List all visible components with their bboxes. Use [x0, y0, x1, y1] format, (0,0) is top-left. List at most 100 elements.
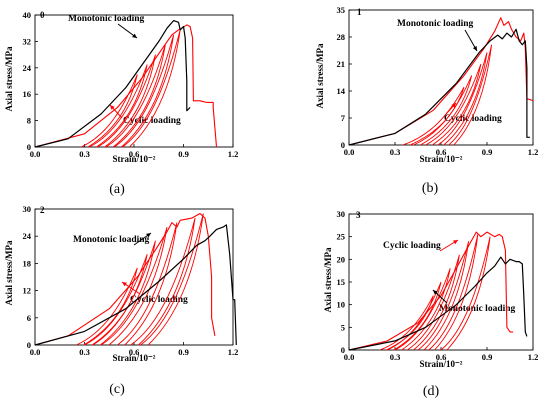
- cyclic-loop-d: [417, 241, 470, 351]
- monotonic-curve-b: [348, 28, 530, 146]
- y-axis-label-d: Axial stress/MPa: [323, 247, 333, 313]
- cyclic-loop-c: [130, 217, 196, 346]
- x-tick-label-c: 0.0: [30, 347, 41, 357]
- annotation-arrow-head: [433, 290, 438, 295]
- monotonic-curve-d: [348, 256, 528, 351]
- monotonic-curve-a: [34, 20, 191, 148]
- caption-a: (a): [109, 182, 125, 197]
- y-tick-label-c: 0: [27, 340, 31, 350]
- cyclic-loop-b: [425, 63, 482, 146]
- y-tick-label-d: 0: [341, 345, 345, 355]
- x-tick-label-c: 1.2: [228, 347, 239, 357]
- cyclic-loop-d: [440, 236, 491, 351]
- monotonic-curve-c: [34, 224, 237, 346]
- plot-b: 0.0 0.3 0.6 0.9 1.2 0 7 14 21 28 35: [337, 5, 539, 157]
- annotation-arrow-head: [132, 33, 137, 38]
- annotation-arrow-head: [472, 46, 477, 51]
- annotation-arrow-head: [146, 233, 151, 238]
- x-tick-label-c: 0.9: [178, 347, 189, 357]
- x-axis-label-b: Strain/10⁻²: [420, 154, 463, 164]
- x-tick-label-a: 0.3: [79, 149, 90, 159]
- y-tick-label-d: 30: [337, 209, 346, 219]
- x-tick-label-a: 1.2: [228, 149, 239, 159]
- x-axis-label-a: Strain/10⁻²: [113, 154, 156, 164]
- x-tick-label-b: 0.0: [344, 147, 355, 157]
- cyclic-loop-a: [81, 74, 138, 148]
- panel-id-d: 3: [356, 210, 361, 220]
- cyclic-loop-a: [113, 34, 175, 148]
- cyclic-loop-c: [117, 222, 178, 346]
- cyclic-loop-d: [387, 281, 442, 351]
- x-tick-label-d: 1.2: [528, 352, 539, 362]
- caption-b: (b): [422, 181, 439, 196]
- x-tick-label-b: 0.6: [436, 147, 447, 157]
- y-axis-label-b: Axial stress/MPa: [315, 43, 325, 109]
- y-tick-label-c: 24: [23, 231, 32, 241]
- cyclic-loop-c: [100, 227, 168, 346]
- annotation-arrow-head: [110, 105, 115, 110]
- y-tick-label-a: 16: [23, 89, 32, 99]
- y-tick-label-b: 7: [341, 113, 346, 123]
- y-tick-label-a: 24: [23, 63, 32, 73]
- x-tick-label-b: 1.2: [528, 147, 539, 157]
- cyclic-envelope-a: [34, 24, 218, 148]
- y-tick-label-b: 21: [337, 59, 346, 69]
- x-tick-label-b: 0.9: [482, 147, 493, 157]
- caption-d: (d): [423, 384, 440, 399]
- plot-a: 0.0 0.3 0.6 0.9 1.2 0 8 16 24 32 40: [23, 10, 239, 159]
- cyclic-envelope-d: [348, 231, 514, 351]
- cyclic-loop-c: [84, 254, 148, 346]
- y-tick-label-d: 10: [337, 300, 346, 310]
- y-tick-label-a: 0: [27, 142, 31, 152]
- plot-c: 0.0 0.3 0.6 0.9 1.2 0 6 12 18 24 30: [23, 204, 239, 357]
- plot-d: 0.0 0.3 0.6 0.9 1.2 0 5 10 15 20 25 30: [337, 209, 539, 362]
- y-tick-label-d: 20: [337, 254, 346, 264]
- panel-c: Axial stress/MPa Strain/10⁻² (c) 2 Monot…: [4, 205, 188, 397]
- y-tick-label-a: 40: [23, 10, 32, 20]
- y-tick-label-d: 25: [337, 232, 346, 242]
- panel-id-b: 1: [357, 7, 362, 17]
- cyclic-loop-c: [76, 267, 138, 346]
- cyclic-loop-d: [407, 254, 460, 351]
- x-tick-label-d: 0.9: [482, 352, 493, 362]
- panel-d: Axial stress/MPa Strain/10⁻² (d) 3 Cycli…: [323, 210, 516, 399]
- cyclic-loop-d: [428, 234, 479, 351]
- annotation-monotonic-c: Monotonic loading: [73, 235, 150, 245]
- y-tick-label-c: 6: [27, 313, 31, 323]
- x-axis-label-d: Strain/10⁻²: [420, 359, 463, 369]
- panel-id-c: 2: [40, 205, 45, 215]
- cyclic-loop-c: [92, 240, 156, 346]
- y-tick-label-c: 12: [23, 286, 32, 296]
- x-tick-label-a: 0.6: [129, 149, 140, 159]
- cyclic-loop-b: [437, 52, 488, 146]
- cyclic-loop-b: [448, 44, 493, 146]
- cyclic-envelope-b: [348, 17, 534, 146]
- y-tick-label-d: 5: [341, 322, 345, 332]
- annotation-monotonic-b: Monotonic loading: [397, 19, 474, 29]
- panel-b: Axial stress/MPa Strain/10⁻² (b) 1 Monot…: [315, 7, 502, 196]
- annotation-arrow-head: [453, 240, 458, 245]
- annotation-cyclic-d: Cyclic loading: [383, 241, 441, 251]
- caption-c: (c): [109, 382, 125, 397]
- y-tick-label-c: 30: [23, 204, 32, 214]
- x-tick-label-d: 0.6: [436, 352, 447, 362]
- cyclic-loop-d: [394, 268, 451, 351]
- cyclic-loop-b: [402, 86, 465, 146]
- annotation-cyclic-c: Cyclic loading: [130, 295, 188, 305]
- y-tick-label-d: 15: [337, 277, 346, 287]
- annotation-monotonic-d: Monotonic loading: [439, 304, 516, 314]
- x-axis-label-c: Strain/10⁻²: [113, 353, 156, 363]
- cyclic-envelope-c: [34, 212, 216, 346]
- y-tick-label-c: 18: [23, 258, 32, 268]
- annotation-monotonic-a: Monotonic loading: [68, 14, 145, 24]
- x-tick-label-b: 0.3: [390, 147, 401, 157]
- y-axis-label-c: Axial stress/MPa: [4, 240, 14, 306]
- annotation-cyclic-a: Cyclic loading: [123, 116, 181, 126]
- annotation-arrow-head: [451, 103, 456, 108]
- annotation-cyclic-b: Cyclic loading: [444, 114, 502, 124]
- plot-frame-c: [34, 208, 234, 346]
- y-tick-label-b: 14: [337, 86, 346, 96]
- annotation-arrow-head: [122, 282, 127, 287]
- y-tick-label-b: 28: [337, 32, 346, 42]
- cyclic-loop-a: [89, 64, 148, 148]
